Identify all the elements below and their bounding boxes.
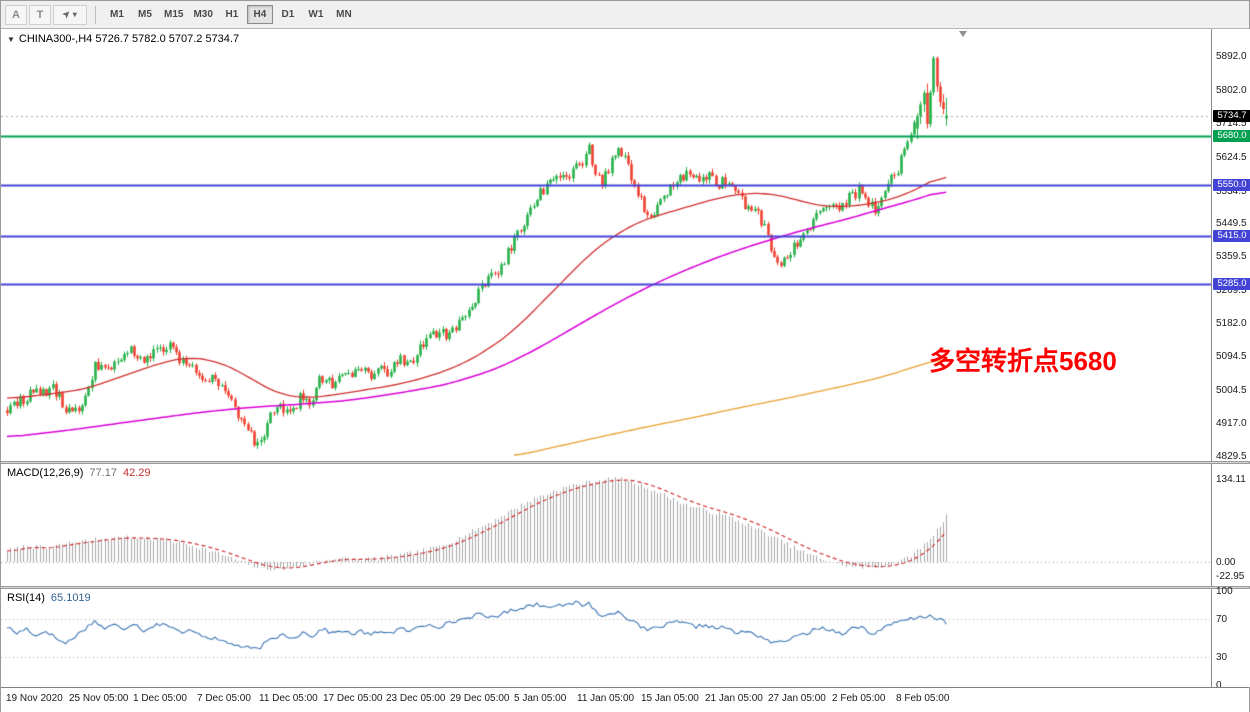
macd-label: MACD(12,26,9) 77.17 42.29 — [7, 467, 150, 479]
macd-tick-label: 0.00 — [1216, 557, 1236, 568]
rsi-label: RSI(14) 65.1019 — [7, 592, 91, 604]
price-tick-label: 4829.5 — [1216, 450, 1247, 462]
price-chart-canvas[interactable] — [1, 29, 1211, 461]
chart-annotation-text[interactable]: 多空转折点5680 — [929, 346, 1117, 376]
price-level-badge: 5680.0 — [1213, 130, 1250, 143]
price-tick-label: 4917.0 — [1216, 417, 1247, 429]
cursor-tool-dropdown[interactable]: ➤ ▾ — [53, 4, 87, 25]
time-axis-label: 21 Jan 05:00 — [705, 693, 763, 704]
timeframe-m15-button[interactable]: M15 — [160, 5, 187, 24]
symbol-dropdown-icon[interactable]: ▼ — [7, 34, 15, 44]
chevron-down-icon: ▾ — [72, 10, 77, 19]
timeframe-m1-button[interactable]: M1 — [104, 5, 130, 24]
time-axis-label: 27 Jan 05:00 — [768, 693, 826, 704]
time-axis-label: 11 Dec 05:00 — [259, 693, 318, 704]
price-tick-label: 5449.5 — [1216, 217, 1247, 229]
panel-divider-rsi[interactable] — [1, 586, 1249, 589]
time-axis-label: 23 Dec 05:00 — [386, 693, 446, 704]
macd-main-value: 77.17 — [89, 467, 117, 479]
main-chart-panel: ▼ CHINA300-,H4 5726.7 5782.0 5707.2 5734… — [1, 29, 1250, 462]
macd-tick-label: -22.95 — [1216, 571, 1245, 583]
chart-shift-marker-icon — [959, 31, 967, 37]
timeframe-w1-button[interactable]: W1 — [303, 5, 329, 24]
time-axis[interactable]: 19 Nov 2020 25 Nov 05:00 1 Dec 05:00 7 Dec … — [1, 687, 1249, 712]
chart-title: ▼ CHINA300-,H4 5726.7 5782.0 5707.2 5734… — [7, 33, 239, 45]
rsi-panel: RSI(14) 65.1019 100 70 30 0 — [1, 586, 1250, 691]
toolbar-separator — [95, 5, 96, 24]
price-tick-label: 5359.5 — [1216, 251, 1247, 263]
rsi-tick-label: 100 — [1216, 586, 1233, 597]
time-axis-label: 8 Feb 05:00 — [896, 693, 950, 704]
time-axis-label: 5 Jan 05:00 — [514, 693, 567, 704]
price-tick-label: 5714.5 — [1216, 118, 1247, 130]
rsi-tick-label: 70 — [1216, 614, 1228, 626]
rsi-tick-label: 30 — [1216, 651, 1228, 663]
timeframe-m5-button[interactable]: M5 — [132, 5, 158, 24]
rsi-value: 65.1019 — [50, 592, 91, 604]
time-axis-label: 11 Jan 05:00 — [577, 693, 635, 704]
price-level-badge: 5285.0 — [1213, 278, 1250, 291]
rsi-canvas[interactable] — [1, 589, 1211, 687]
rsi-tick-label: 0 — [1216, 680, 1222, 691]
timeframe-h1-button[interactable]: H1 — [219, 5, 245, 24]
price-tick-label: 5624.5 — [1216, 151, 1247, 163]
price-level-badge: 5734.7 — [1213, 109, 1250, 122]
timeframe-mn-button[interactable]: MN — [331, 5, 357, 24]
price-tick-label: 5269.5 — [1216, 285, 1247, 297]
auto-scroll-button[interactable]: A — [5, 4, 27, 25]
rsi-axis[interactable]: 100 70 30 0 — [1211, 586, 1250, 691]
macd-tick-label: 134.11 — [1216, 473, 1246, 485]
price-level-badge: 5415.0 — [1213, 229, 1250, 242]
time-axis-label: 2 Feb 05:00 — [832, 693, 886, 704]
timeframe-m30-button[interactable]: M30 — [189, 5, 216, 24]
text-tool-button[interactable]: T — [29, 4, 51, 25]
time-axis-label: 1 Dec 05:00 — [133, 693, 187, 704]
time-axis-label: 25 Nov 05:00 — [69, 693, 129, 704]
panel-divider-macd[interactable] — [1, 461, 1249, 464]
price-tick-label: 5182.0 — [1216, 318, 1247, 330]
cursor-arrow-icon: ➤ — [60, 7, 73, 21]
price-tick-label: 5892.0 — [1216, 51, 1247, 63]
price-tick-label: 5802.0 — [1216, 85, 1247, 97]
chart-title-text: CHINA300-,H4 5726.7 5782.0 5707.2 5734.7 — [18, 33, 240, 45]
toolbar: A T ➤ ▾ M1 M5 M15 M30 H1 H4 D1 W1 MN — [1, 1, 1249, 29]
price-tick-label: 5004.5 — [1216, 384, 1247, 396]
macd-axis[interactable]: 134.11 0.00 -22.95 — [1211, 464, 1250, 586]
price-level-badge: 5550.0 — [1213, 178, 1250, 191]
time-axis-label: 7 Dec 05:00 — [197, 693, 251, 704]
macd-name: MACD(12,26,9) — [7, 467, 84, 479]
time-axis-label: 29 Dec 05:00 — [450, 693, 510, 704]
time-axis-label: 17 Dec 05:00 — [323, 693, 383, 704]
macd-signal-value: 42.29 — [122, 467, 151, 479]
timeframe-d1-button[interactable]: D1 — [275, 5, 301, 24]
time-axis-label: 15 Jan 05:00 — [641, 693, 699, 704]
rsi-name: RSI(14) — [7, 592, 45, 604]
price-tick-label: 5094.5 — [1216, 351, 1247, 362]
price-tick-label: 5534.5 — [1216, 185, 1247, 197]
time-axis-label: 19 Nov 2020 — [6, 693, 63, 704]
price-axis[interactable]: 5892.0 5802.0 5714.5 5624.5 5534.5 5449.5 5359… — [1211, 29, 1250, 462]
macd-canvas[interactable] — [1, 464, 1211, 586]
timeframe-h4-button[interactable]: H4 — [246, 5, 273, 24]
macd-panel: MACD(12,26,9) 77.17 42.29 134.11 0.00 -22.… — [1, 464, 1250, 586]
